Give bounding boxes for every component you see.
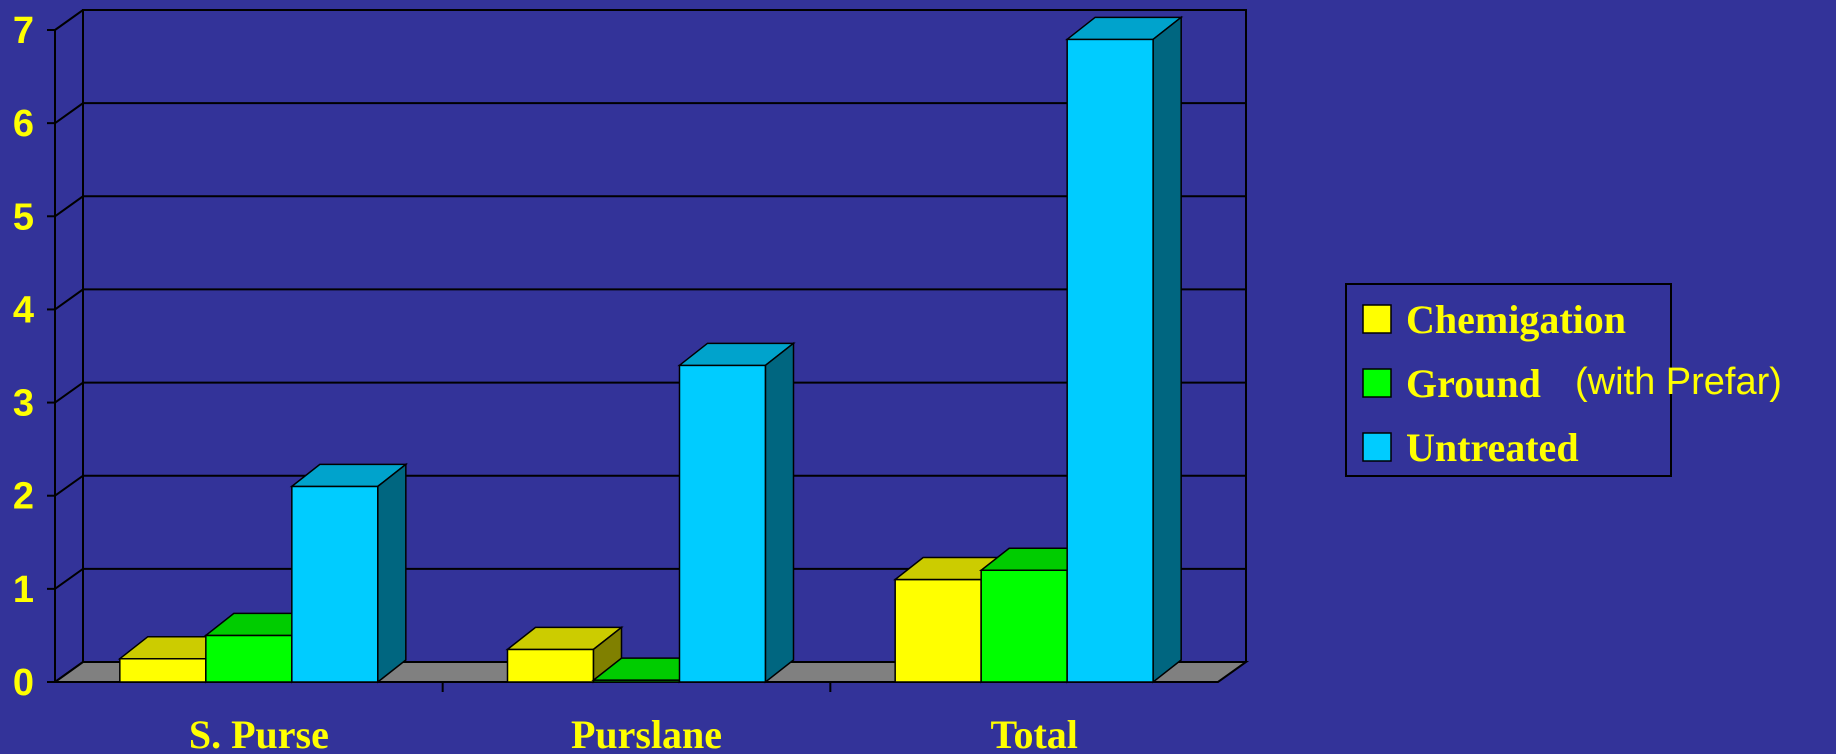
y-tick-label: 3	[13, 383, 34, 425]
bars	[120, 17, 1181, 682]
legend-swatch-ground	[1363, 369, 1391, 397]
bar-front-face	[981, 570, 1067, 682]
legend-annotation: (with Prefar)	[1575, 361, 1782, 403]
bar-side-face	[378, 464, 406, 682]
y-axis-tick-labels: 0 1 2 3 4 5 6 7	[13, 10, 34, 704]
x-category-label: Purslane	[571, 712, 722, 754]
y-tick-label: 4	[13, 289, 34, 331]
bar-front-face	[1067, 39, 1153, 682]
y-tick-label: 5	[13, 196, 34, 238]
bar-front-face	[508, 649, 594, 682]
bar-side-face	[1153, 17, 1181, 682]
y-tick-label: 6	[13, 103, 34, 145]
y-tick-label: 2	[13, 476, 34, 518]
bar-untreated-purslane	[680, 343, 794, 682]
bar-front-face	[895, 580, 981, 682]
legend-label-chemigation: Chemigation	[1406, 297, 1626, 342]
gridline	[55, 10, 1246, 30]
x-category-label: S. Purse	[189, 712, 329, 754]
legend-label-ground: Ground	[1406, 361, 1541, 406]
x-axis-category-labels: S. Purse Purslane Total	[189, 712, 1078, 754]
y-tick-label: 7	[13, 10, 34, 52]
bar-front-face	[680, 365, 766, 682]
bar-front-face	[120, 659, 206, 682]
legend-label-untreated: Untreated	[1406, 425, 1579, 470]
bar-front-face	[206, 635, 292, 682]
bar-front-face	[292, 486, 378, 682]
bar-untreated-total	[1067, 17, 1181, 682]
x-category-label: Total	[990, 712, 1077, 754]
bar-side-face	[766, 343, 794, 682]
legend-swatch-chemigation	[1363, 305, 1391, 333]
bar-untreated-s-purse	[292, 464, 406, 682]
legend-swatch-untreated	[1363, 433, 1391, 461]
y-tick-label: 1	[13, 569, 34, 611]
y-tick-label: 0	[13, 662, 34, 704]
